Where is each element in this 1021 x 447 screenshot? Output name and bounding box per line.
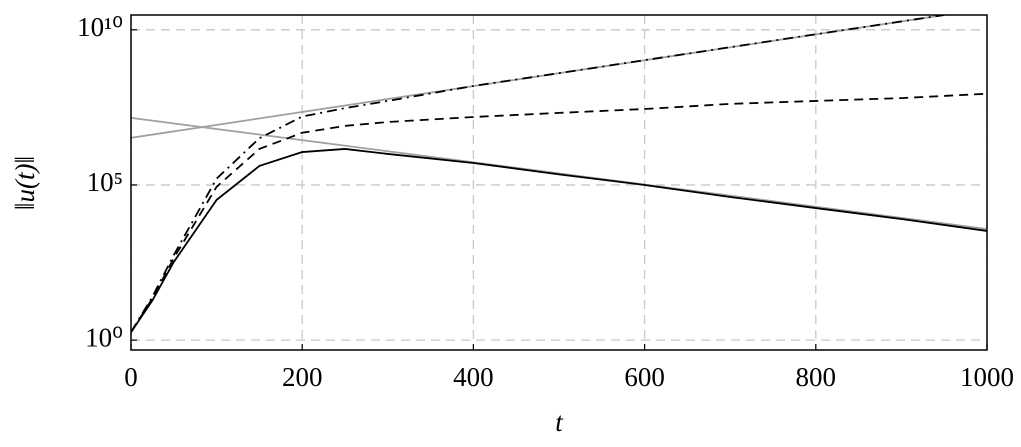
x-axis-label: t bbox=[555, 407, 564, 437]
y-tick-label: 10⁵ bbox=[87, 167, 123, 197]
plot-frame bbox=[130, 14, 988, 351]
y-tick-label: 10¹⁰ bbox=[77, 12, 123, 42]
x-tick-label: 1000 bbox=[960, 362, 1014, 392]
x-tick-label: 800 bbox=[796, 362, 837, 392]
y-tick-label: 10⁰ bbox=[85, 322, 123, 352]
y-axis-label: ‖u(t)‖ bbox=[10, 156, 40, 210]
series-line bbox=[131, 15, 945, 333]
x-tick-label: 600 bbox=[624, 362, 665, 392]
series-line bbox=[131, 92, 987, 333]
x-tick-label: 400 bbox=[453, 362, 494, 392]
x-tick-label: 0 bbox=[124, 362, 138, 392]
x-tick-label: 200 bbox=[282, 362, 323, 392]
series-line bbox=[131, 148, 987, 333]
